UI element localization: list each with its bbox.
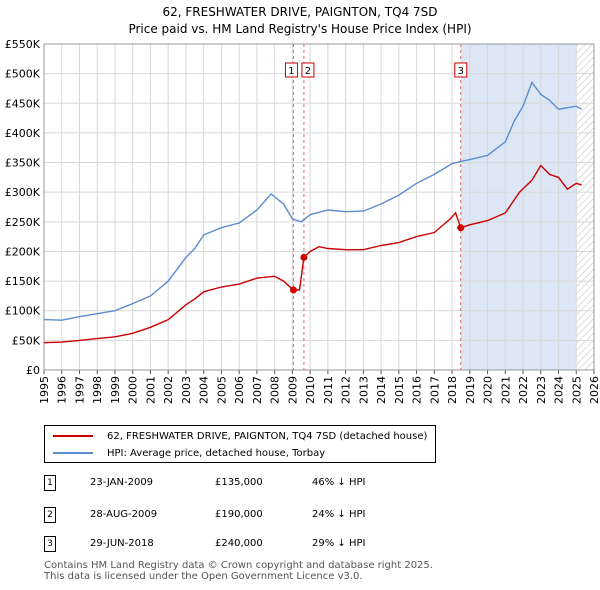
- transaction-date: 28-AUG-2009: [90, 509, 158, 520]
- x-tick-label: 2021: [499, 376, 512, 404]
- y-tick-label: £400K: [5, 127, 41, 140]
- transaction-number: 1: [44, 475, 56, 491]
- x-tick-label: 2017: [428, 376, 441, 404]
- y-tick-label: £200K: [5, 245, 41, 258]
- x-tick-label: 1998: [91, 376, 104, 404]
- footer-copyright: Contains HM Land Registry data © Crown c…: [44, 560, 433, 571]
- x-tick-label: 2013: [357, 376, 370, 404]
- transaction-price: £135,000: [215, 477, 263, 488]
- y-tick-label: £150K: [5, 275, 41, 288]
- shaded-period: [460, 44, 577, 370]
- y-tick-label: £50K: [12, 334, 41, 347]
- x-tick-label: 2019: [464, 376, 477, 404]
- property-price-line: [43, 164, 582, 344]
- y-tick-label: £0: [26, 364, 40, 377]
- x-tick-label: 2022: [517, 376, 530, 404]
- x-tick-label: 2026: [588, 376, 600, 404]
- x-tick-label: 2005: [215, 376, 228, 404]
- x-tick-label: 2010: [304, 376, 317, 404]
- x-tick-label: 2025: [570, 376, 583, 404]
- legend-swatch-hpi: [53, 452, 93, 454]
- chart-subtitle: Price paid vs. HM Land Registry's House …: [128, 22, 471, 36]
- y-tick-label: £550K: [5, 38, 41, 51]
- forecast-hatch: [576, 44, 594, 370]
- x-tick-label: 2002: [162, 376, 175, 404]
- transaction-row: 2 28-AUG-2009 £190,000 24% ↓ HPI: [0, 507, 600, 527]
- x-tick-label: 1996: [56, 376, 69, 404]
- x-tick-label: 2009: [286, 376, 299, 404]
- sale-marker: [300, 253, 308, 261]
- x-tick-label: 2000: [127, 376, 140, 404]
- y-tick-label: £450K: [5, 97, 41, 110]
- plot-area: £0 £50K £100K £150K £200K £250K £300K £350K £400…: [5, 38, 600, 404]
- legend-item-property: 62, FRESHWATER DRIVE, PAIGNTON, TQ4 7SD …: [53, 427, 427, 445]
- transaction-hpi: 24% ↓ HPI: [312, 509, 366, 520]
- price-chart: 62, FRESHWATER DRIVE, PAIGNTON, TQ4 7SD …: [5, 5, 600, 404]
- y-tick-label: £300K: [5, 186, 41, 199]
- chart-title: 62, FRESHWATER DRIVE, PAIGNTON, TQ4 7SD: [162, 5, 437, 19]
- x-tick-label: 2012: [340, 376, 353, 404]
- x-tick-label: 2011: [322, 376, 335, 404]
- annotation-label: 3: [458, 66, 464, 77]
- x-tick-label: 2001: [144, 376, 157, 404]
- x-tick-label: 2008: [269, 376, 282, 404]
- x-tick-label: 2015: [393, 376, 406, 404]
- x-tick-label: 1999: [109, 376, 122, 404]
- legend: 62, FRESHWATER DRIVE, PAIGNTON, TQ4 7SD …: [44, 425, 436, 463]
- plot-frame: [43, 43, 595, 371]
- footer-license: This data is licensed under the Open Gov…: [44, 571, 363, 582]
- sale-marker: [457, 224, 465, 232]
- hpi-line: [43, 81, 582, 321]
- y-tick-label: £100K: [5, 305, 41, 318]
- x-tick-label: 2018: [446, 376, 459, 404]
- y-tick-label: £350K: [5, 157, 41, 170]
- x-tick-label: 2006: [233, 376, 246, 404]
- annotation-box: [454, 62, 468, 78]
- transaction-row: 3 29-JUN-2018 £240,000 29% ↓ HPI: [0, 536, 600, 556]
- annotation-box: [284, 62, 298, 78]
- transaction-row: 1 23-JAN-2009 £135,000 46% ↓ HPI: [0, 475, 600, 495]
- annotation-label: 1: [288, 66, 294, 77]
- x-tick-label: 2024: [553, 376, 566, 404]
- legend-swatch-property: [53, 435, 93, 437]
- x-tick-label: 2020: [482, 376, 495, 404]
- transaction-hpi: 29% ↓ HPI: [312, 538, 366, 549]
- transaction-number: 3: [44, 536, 56, 552]
- x-tick-label: 2014: [375, 376, 388, 404]
- footer: Contains HM Land Registry data © Crown c…: [44, 560, 433, 582]
- legend-label-hpi: HPI: Average price, detached house, Torb…: [107, 447, 326, 459]
- transaction-date: 29-JUN-2018: [90, 538, 154, 549]
- y-tick-label: £250K: [5, 216, 41, 229]
- x-tick-label: 2016: [411, 376, 424, 404]
- transaction-hpi: 46% ↓ HPI: [312, 477, 366, 488]
- y-tick-label: £500K: [5, 68, 41, 81]
- x-tick-label: 2004: [198, 376, 211, 404]
- legend-label-property: 62, FRESHWATER DRIVE, PAIGNTON, TQ4 7SD …: [107, 430, 428, 442]
- transaction-price: £240,000: [215, 538, 263, 549]
- x-tick-label: 1995: [38, 376, 51, 404]
- sale-marker: [289, 286, 297, 294]
- x-tick-label: 1997: [73, 376, 86, 404]
- transaction-date: 23-JAN-2009: [90, 477, 154, 488]
- x-tick-label: 2003: [180, 376, 193, 404]
- annotation-box: [301, 62, 315, 78]
- x-tick-label: 2023: [535, 376, 548, 404]
- x-tick-label: 2007: [251, 376, 264, 404]
- transaction-price: £190,000: [215, 509, 263, 520]
- transaction-number: 2: [44, 507, 56, 523]
- annotation-label: 2: [305, 66, 311, 77]
- legend-item-hpi: HPI: Average price, detached house, Torb…: [53, 444, 325, 462]
